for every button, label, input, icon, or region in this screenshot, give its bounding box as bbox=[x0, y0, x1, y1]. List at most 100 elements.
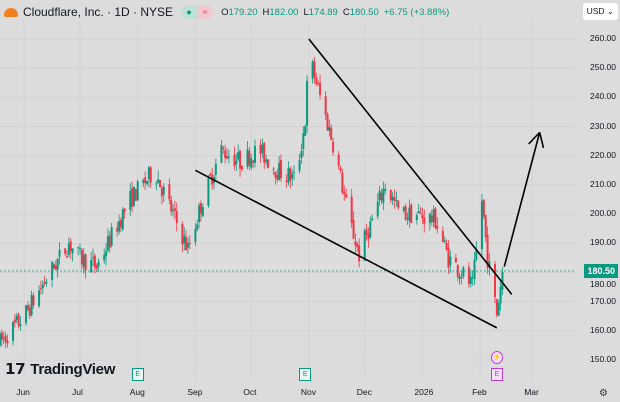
candle-body bbox=[278, 162, 281, 181]
candle-body bbox=[118, 221, 121, 232]
candle-body bbox=[12, 322, 15, 342]
candle-body bbox=[45, 281, 48, 284]
earnings-badge[interactable]: E bbox=[490, 368, 503, 381]
candle-body bbox=[393, 197, 396, 201]
symbol-title[interactable]: Cloudflare, Inc. · 1D · NYSE bbox=[23, 5, 174, 19]
candle-body bbox=[110, 227, 113, 246]
time-tick: Aug bbox=[129, 387, 145, 397]
candle-body bbox=[149, 167, 152, 183]
high-value: H182.00 bbox=[262, 6, 299, 18]
candle-body bbox=[441, 230, 444, 243]
candle-body bbox=[162, 186, 165, 195]
candle-body bbox=[246, 149, 249, 167]
candle-body bbox=[173, 208, 176, 211]
candle-body bbox=[285, 180, 288, 182]
candle-body bbox=[324, 96, 327, 115]
candle-body bbox=[460, 277, 463, 279]
candle-body bbox=[458, 276, 461, 279]
candle-body bbox=[39, 288, 42, 290]
candle-body bbox=[482, 199, 485, 217]
candle-body bbox=[298, 160, 301, 171]
candle-body bbox=[198, 205, 201, 223]
candle-body bbox=[495, 299, 498, 316]
candle-body bbox=[339, 167, 342, 171]
candle-body bbox=[209, 173, 212, 176]
candle-body bbox=[17, 313, 20, 326]
candle-body bbox=[116, 227, 119, 232]
candle-body bbox=[142, 180, 145, 184]
candle-body bbox=[488, 261, 491, 268]
arrow-head bbox=[528, 131, 541, 145]
candle-body bbox=[214, 163, 217, 175]
candle-body bbox=[365, 229, 368, 235]
candle-body bbox=[449, 256, 452, 266]
candle-body bbox=[25, 305, 28, 324]
candle-body bbox=[265, 159, 268, 162]
earnings-badge[interactable]: E bbox=[299, 368, 312, 381]
candle-body bbox=[93, 255, 96, 268]
candle-body bbox=[378, 190, 381, 201]
candle-body bbox=[222, 147, 225, 149]
candle-body bbox=[408, 207, 411, 221]
candle-body bbox=[108, 235, 111, 248]
candle-body bbox=[315, 77, 318, 85]
candle-body bbox=[79, 248, 82, 250]
candle-body bbox=[248, 151, 251, 166]
candle-body bbox=[168, 184, 171, 200]
candle-body bbox=[172, 209, 175, 212]
candle-body bbox=[43, 282, 46, 284]
candle-body bbox=[469, 276, 472, 284]
candle-body bbox=[253, 145, 256, 163]
candle-body bbox=[328, 127, 331, 132]
candle-body bbox=[354, 241, 357, 246]
candle-body bbox=[65, 256, 68, 258]
price-tick: 210.00 bbox=[590, 178, 616, 189]
candle-body bbox=[207, 176, 210, 206]
candle-body bbox=[311, 61, 314, 79]
candle-body bbox=[300, 150, 303, 158]
candle-body bbox=[471, 277, 474, 279]
candle-body bbox=[54, 265, 57, 270]
candle-body bbox=[136, 181, 139, 201]
candle-body bbox=[196, 224, 199, 230]
candle-body bbox=[263, 142, 266, 163]
candle-body bbox=[499, 286, 502, 304]
candle-body bbox=[147, 167, 150, 180]
candle-body bbox=[4, 335, 7, 342]
candle-body bbox=[415, 215, 418, 220]
settings-icon[interactable]: ⚙ bbox=[599, 388, 608, 399]
candle-body bbox=[343, 192, 346, 195]
candle-body bbox=[132, 186, 135, 206]
time-tick: Sep bbox=[187, 387, 203, 397]
candle-body bbox=[261, 144, 264, 153]
candle-body bbox=[406, 218, 409, 220]
candle-body bbox=[84, 254, 87, 271]
tradingview-logo[interactable]: 𝟭𝟳 TradingView bbox=[5, 360, 116, 379]
trendline bbox=[308, 38, 513, 295]
time-tick: Mar bbox=[524, 387, 539, 397]
candle-body bbox=[480, 200, 483, 250]
split-dividend-icon[interactable]: ⚡ bbox=[490, 351, 503, 364]
candle-body bbox=[240, 165, 243, 170]
earnings-badge[interactable]: E bbox=[131, 368, 144, 381]
candle-body bbox=[350, 196, 353, 223]
candle-body bbox=[291, 173, 294, 179]
price-tick: 200.00 bbox=[590, 208, 616, 219]
candle-body bbox=[497, 302, 500, 316]
candle-body bbox=[443, 240, 446, 242]
market-status[interactable]: ● ≈ bbox=[181, 5, 214, 19]
candle-body bbox=[30, 295, 33, 315]
candle-body bbox=[436, 226, 439, 229]
candle-body bbox=[306, 80, 309, 126]
currency-select[interactable]: USD ⌄ bbox=[582, 3, 618, 20]
candle-body bbox=[475, 248, 478, 260]
candle-body bbox=[380, 192, 383, 201]
candle-body bbox=[97, 261, 100, 267]
candle-body bbox=[423, 217, 426, 224]
delay-icon: ≈ bbox=[197, 5, 214, 19]
candle-body bbox=[493, 264, 496, 298]
candle-body bbox=[181, 223, 184, 245]
candle-body bbox=[105, 251, 108, 257]
candle-body bbox=[194, 228, 197, 242]
